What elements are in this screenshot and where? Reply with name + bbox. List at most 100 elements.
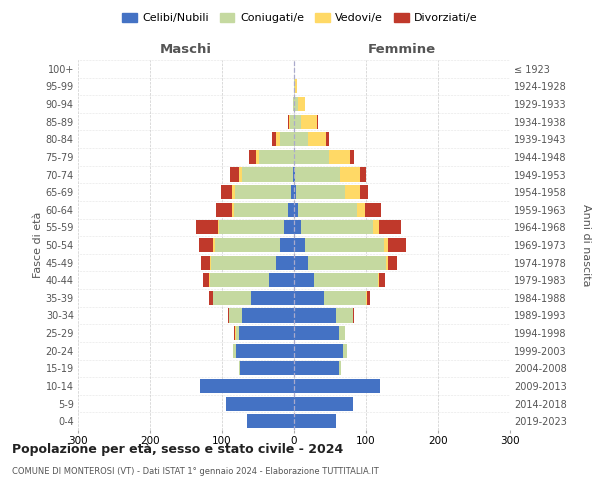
Bar: [235, 185, 291, 199]
Bar: [288, 202, 294, 217]
Bar: [199, 238, 214, 252]
Bar: [308, 256, 386, 270]
Text: Femmine: Femmine: [368, 44, 436, 57]
Bar: [377, 273, 379, 287]
Bar: [210, 256, 211, 270]
Bar: [294, 238, 305, 252]
Bar: [388, 256, 397, 270]
Bar: [366, 291, 367, 305]
Text: COMUNE DI MONTEROSI (VT) - Dati ISTAT 1° gennaio 2024 - Elaborazione TUTTITALIA.: COMUNE DI MONTEROSI (VT) - Dati ISTAT 1°…: [12, 468, 379, 476]
Bar: [293, 168, 294, 181]
Bar: [291, 185, 294, 199]
Bar: [294, 185, 296, 199]
Bar: [214, 238, 215, 252]
Bar: [298, 202, 356, 217]
Bar: [215, 238, 280, 252]
Bar: [373, 220, 379, 234]
Bar: [388, 238, 406, 252]
Bar: [356, 202, 365, 217]
Bar: [305, 238, 384, 252]
Text: Maschi: Maschi: [160, 44, 212, 57]
Bar: [239, 168, 242, 181]
Bar: [247, 414, 294, 428]
Bar: [216, 202, 232, 217]
Bar: [314, 273, 377, 287]
Bar: [294, 414, 336, 428]
Bar: [272, 132, 276, 146]
Bar: [294, 362, 340, 376]
Y-axis label: Fasce di età: Fasce di età: [32, 212, 43, 278]
Bar: [211, 256, 276, 270]
Bar: [317, 114, 319, 128]
Bar: [221, 185, 232, 199]
Bar: [294, 97, 298, 111]
Bar: [196, 220, 218, 234]
Bar: [289, 114, 290, 128]
Bar: [343, 344, 347, 358]
Bar: [340, 326, 345, 340]
Bar: [298, 97, 305, 111]
Bar: [210, 273, 269, 287]
Y-axis label: Anni di nascita: Anni di nascita: [581, 204, 591, 286]
Bar: [200, 379, 294, 393]
Bar: [294, 396, 353, 410]
Bar: [284, 220, 294, 234]
Bar: [386, 256, 388, 270]
Bar: [232, 185, 235, 199]
Bar: [301, 114, 317, 128]
Bar: [234, 326, 235, 340]
Bar: [379, 220, 401, 234]
Bar: [203, 273, 209, 287]
Bar: [360, 168, 366, 181]
Bar: [295, 80, 297, 94]
Bar: [230, 168, 239, 181]
Bar: [294, 202, 298, 217]
Bar: [201, 256, 210, 270]
Bar: [236, 326, 239, 340]
Text: Popolazione per età, sesso e stato civile - 2024: Popolazione per età, sesso e stato civil…: [12, 442, 343, 456]
Bar: [301, 220, 373, 234]
Bar: [287, 114, 289, 128]
Bar: [294, 379, 380, 393]
Bar: [235, 326, 236, 340]
Bar: [228, 308, 229, 322]
Bar: [290, 114, 294, 128]
Bar: [326, 132, 329, 146]
Bar: [240, 362, 294, 376]
Bar: [248, 150, 256, 164]
Bar: [294, 168, 295, 181]
Bar: [251, 291, 294, 305]
Bar: [234, 202, 288, 217]
Bar: [294, 220, 301, 234]
Bar: [308, 132, 326, 146]
Bar: [294, 256, 308, 270]
Bar: [340, 362, 341, 376]
Bar: [294, 273, 314, 287]
Bar: [233, 344, 236, 358]
Bar: [353, 308, 355, 322]
Bar: [280, 132, 294, 146]
Bar: [276, 132, 280, 146]
Bar: [242, 308, 294, 322]
Bar: [232, 202, 234, 217]
Bar: [294, 80, 295, 94]
Bar: [294, 326, 340, 340]
Bar: [295, 168, 340, 181]
Bar: [239, 362, 240, 376]
Bar: [276, 256, 294, 270]
Bar: [219, 220, 284, 234]
Bar: [294, 308, 336, 322]
Bar: [324, 291, 366, 305]
Bar: [365, 202, 381, 217]
Bar: [242, 168, 293, 181]
Bar: [294, 344, 343, 358]
Bar: [345, 185, 359, 199]
Bar: [336, 308, 353, 322]
Bar: [294, 150, 329, 164]
Bar: [367, 291, 370, 305]
Bar: [226, 396, 294, 410]
Bar: [269, 273, 294, 287]
Bar: [293, 97, 294, 111]
Bar: [294, 114, 301, 128]
Bar: [329, 150, 350, 164]
